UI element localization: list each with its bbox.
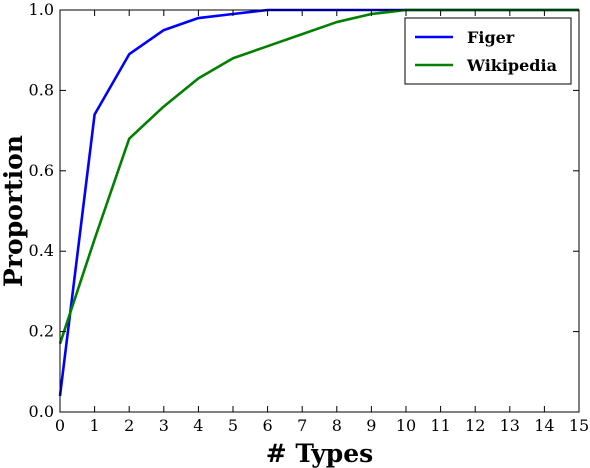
x-axis-title: # Types <box>266 439 374 468</box>
x-tick-label: 7 <box>297 416 307 435</box>
ticks-layer: 0 1 2 3 4 5 6 7 8 9 10 11 12 13 14 150.00.20.40.60.81.0 <box>29 0 590 435</box>
x-tick-label: 6 <box>263 416 273 435</box>
y-tick-label: 0.2 <box>29 322 54 341</box>
x-tick-label: 9 <box>366 416 376 435</box>
x-tick-label: 12 <box>465 416 485 435</box>
x-tick-label: 2 <box>124 416 134 435</box>
x-tick-label: 11 <box>430 416 450 435</box>
y-tick-label: 1.0 <box>29 0 54 19</box>
x-tick-label: 10 <box>396 416 416 435</box>
plot-frame <box>59 9 580 413</box>
y-axis-title: Proportion <box>0 135 28 287</box>
x-tick-label: 0 <box>55 416 65 435</box>
legend-label-wikipedia: Wikipedia <box>466 56 557 75</box>
x-tick-label: 5 <box>228 416 238 435</box>
y-tick-label: 0.8 <box>29 80 54 99</box>
legend-box <box>404 17 572 85</box>
x-tick-label: 14 <box>534 416 554 435</box>
x-tick-label: 13 <box>500 416 520 435</box>
x-tick-label: 8 <box>332 416 342 435</box>
x-tick-label: 15 <box>569 416 589 435</box>
x-tick-label: 1 <box>90 416 100 435</box>
x-tick-label: 3 <box>159 416 169 435</box>
legend-label-figer: Figer <box>467 28 515 47</box>
y-tick-label: 0.0 <box>29 402 54 421</box>
y-tick-label: 0.6 <box>29 161 54 180</box>
y-tick-label: 0.4 <box>29 241 54 260</box>
legend: Figer Wikipedia <box>404 17 572 85</box>
x-tick-label: 4 <box>193 416 203 435</box>
